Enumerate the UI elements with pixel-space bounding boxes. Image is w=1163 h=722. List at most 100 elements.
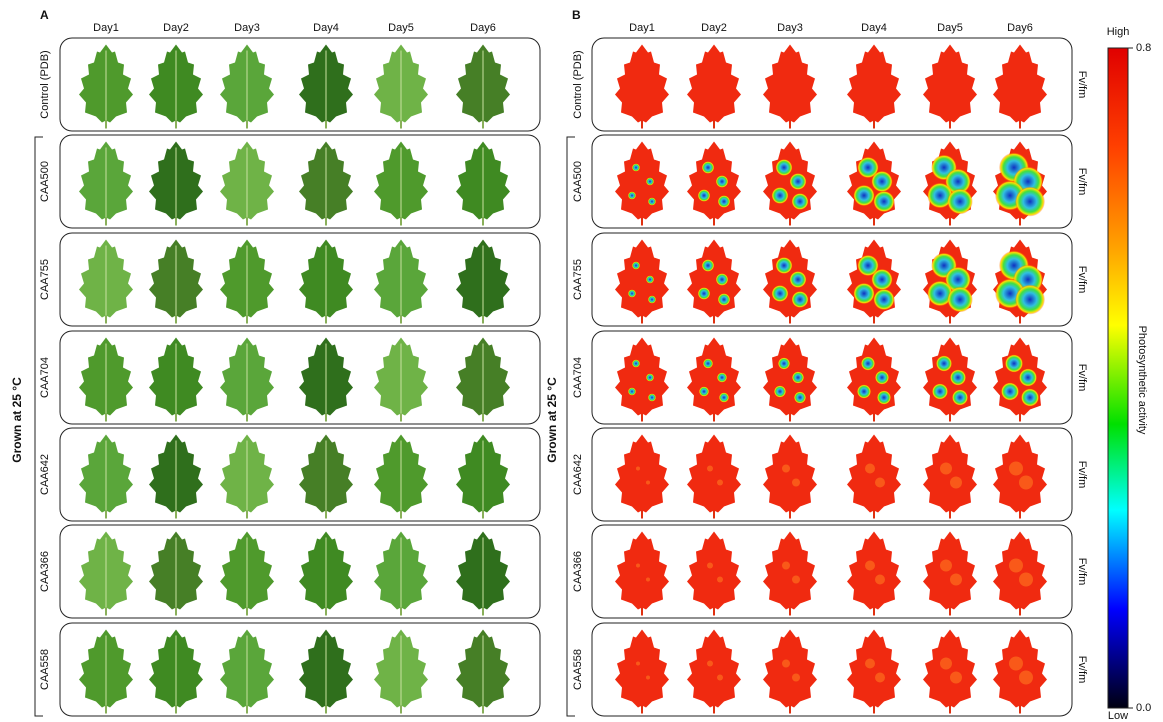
leaf	[847, 240, 901, 324]
leaf	[299, 240, 353, 324]
leaf-blade	[615, 338, 669, 416]
leaf-spot	[794, 392, 806, 404]
leaf	[299, 532, 353, 616]
leaf-spot	[853, 283, 874, 304]
leaf-spot	[871, 269, 892, 290]
leaf	[299, 338, 353, 422]
row-label: CAA366	[572, 551, 584, 592]
leaf	[374, 45, 428, 129]
leaf-spot	[648, 394, 656, 402]
leaf-spot	[628, 388, 636, 396]
row-label: CAA500	[39, 161, 51, 202]
leaf-spot	[772, 187, 789, 204]
day-label: Day2	[163, 22, 189, 34]
leaf	[374, 240, 428, 324]
row-label: CAA704	[572, 357, 584, 398]
leaf	[763, 435, 817, 519]
leaf-spot	[790, 173, 807, 190]
row-label: Control (PDB)	[39, 50, 51, 118]
leaf	[847, 338, 901, 422]
leaf	[149, 338, 203, 422]
leaf	[149, 532, 203, 616]
leaf	[687, 142, 741, 226]
row-label: CAA642	[572, 454, 584, 495]
leaf-blade	[923, 338, 977, 416]
leaf	[220, 142, 274, 226]
leaf	[687, 435, 741, 519]
leaf-spot	[940, 658, 952, 670]
leaf	[220, 240, 274, 324]
leaf-spot	[792, 193, 809, 210]
colorbar-top-label: High	[1107, 26, 1130, 38]
leaf	[456, 142, 510, 226]
leaf-spot	[782, 562, 790, 570]
leaf	[79, 630, 133, 714]
leaf-spot	[719, 393, 729, 403]
leaf-spot	[875, 673, 885, 683]
leaf-spot	[1015, 187, 1045, 217]
leaf	[763, 338, 817, 422]
leaf	[456, 45, 510, 129]
leaf-spot	[873, 191, 894, 212]
leaf-blade	[763, 338, 817, 416]
leaf	[923, 532, 977, 616]
leaf	[687, 240, 741, 324]
leaf	[923, 435, 977, 519]
day-label: Day1	[93, 22, 119, 34]
leaf	[299, 435, 353, 519]
day-label: Day3	[234, 22, 260, 34]
day-label: Day1	[629, 22, 655, 34]
leaf-spot	[776, 257, 793, 274]
day-label: Day4	[861, 22, 887, 34]
leaf-spot	[702, 161, 714, 173]
leaf-blade	[993, 45, 1047, 123]
leaf-spot	[871, 171, 892, 192]
leaf	[149, 240, 203, 324]
panel-label: B	[572, 8, 581, 22]
leaf-blade	[847, 45, 901, 123]
leaf-spot	[703, 359, 713, 369]
leaf	[149, 45, 203, 129]
leaf-blade	[847, 532, 901, 610]
leaf-spot	[936, 356, 952, 372]
leaf-blade	[615, 435, 669, 513]
leaf-spot	[940, 560, 952, 572]
row-tag: Fv/fm	[1076, 266, 1088, 294]
leaf	[374, 532, 428, 616]
leaf-spot	[717, 675, 723, 681]
leaf-spot	[877, 391, 891, 405]
leaf	[79, 240, 133, 324]
leaf-spot	[774, 386, 786, 398]
leaf-blade	[687, 142, 741, 220]
leaf-spot	[646, 578, 650, 582]
leaf-spot	[1019, 671, 1033, 685]
leaf-spot	[646, 276, 654, 284]
leaf-blade	[687, 45, 741, 123]
leaf-spot	[717, 577, 723, 583]
leaf-spot	[861, 357, 875, 371]
group-label: Grown at 25 °C	[545, 377, 559, 463]
leaf	[299, 142, 353, 226]
leaf-spot	[646, 481, 650, 485]
leaf	[615, 45, 669, 129]
leaf	[79, 435, 133, 519]
leaf-spot	[646, 374, 654, 382]
leaf-spot	[875, 371, 889, 385]
leaf-spot	[707, 661, 713, 667]
leaf-spot	[932, 384, 948, 400]
leaf-spot	[782, 660, 790, 668]
leaf-spot	[718, 195, 730, 207]
row-tag: Fv/fm	[1076, 71, 1088, 99]
leaf	[299, 630, 353, 714]
leaf	[79, 142, 133, 226]
leaf	[456, 240, 510, 324]
leaf-spot	[792, 576, 800, 584]
leaf-spot	[947, 287, 973, 313]
leaf	[687, 630, 741, 714]
day-label: Day5	[937, 22, 963, 34]
leaf	[374, 435, 428, 519]
leaf-blade	[687, 630, 741, 708]
leaf	[993, 240, 1047, 324]
leaf-spot	[718, 293, 730, 305]
leaf	[763, 142, 817, 226]
